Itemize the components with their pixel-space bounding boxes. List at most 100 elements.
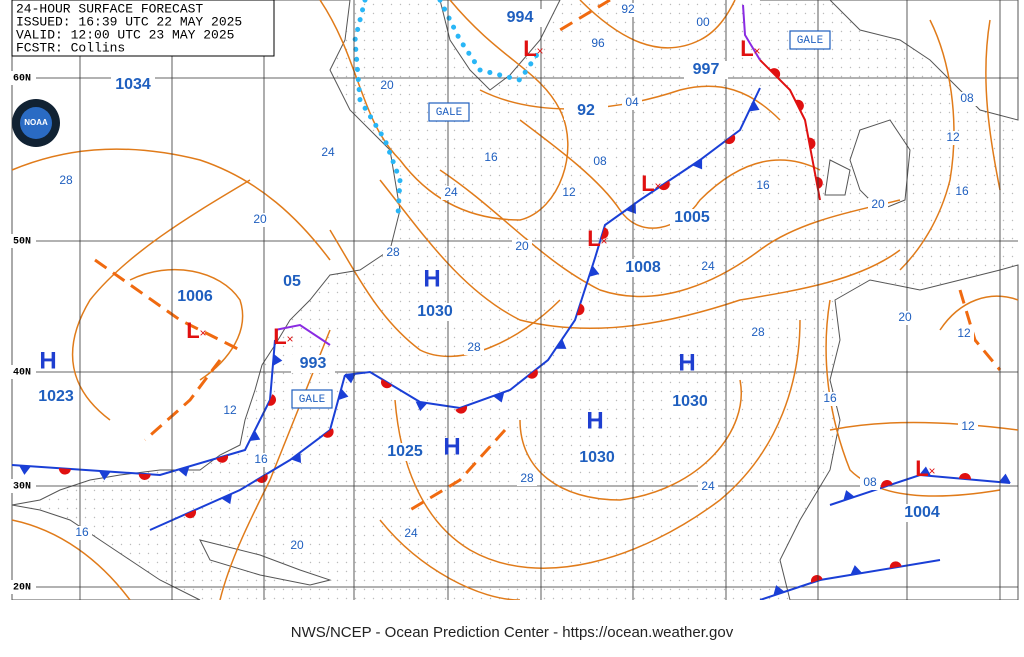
high-letter: H bbox=[423, 265, 440, 292]
pressure-bg bbox=[291, 355, 335, 373]
warm-symbol bbox=[815, 176, 823, 189]
isobar-label-bg bbox=[481, 151, 501, 165]
isobar-label-bg bbox=[401, 527, 421, 541]
pressure-bg bbox=[670, 209, 714, 227]
isobar-label: 08 bbox=[863, 475, 877, 489]
isobar-label: 16 bbox=[756, 178, 770, 192]
isobar-label-bg bbox=[590, 155, 610, 169]
cold-symbol bbox=[748, 100, 760, 112]
isobar-label: 16 bbox=[955, 184, 969, 198]
lat-label-box bbox=[8, 580, 36, 594]
low-letter: L bbox=[641, 171, 654, 196]
pressure-bg bbox=[621, 259, 665, 277]
isobar-label: 20 bbox=[290, 538, 304, 552]
front bbox=[149, 374, 346, 531]
pressure-bg bbox=[564, 102, 608, 120]
low-letter: L bbox=[740, 36, 753, 61]
pressure-bg bbox=[668, 393, 712, 411]
ice-edge bbox=[352, 0, 543, 218]
isobar-label: 24 bbox=[444, 185, 458, 199]
warm-symbol bbox=[769, 68, 781, 79]
cold-symbol bbox=[221, 493, 233, 505]
cold-symbol bbox=[249, 430, 261, 441]
warm-symbol bbox=[527, 368, 538, 379]
lat-label: 30N bbox=[13, 482, 31, 493]
isobar-label: 04 bbox=[625, 95, 639, 109]
pressure-value: 1030 bbox=[579, 449, 615, 466]
warm-symbol bbox=[880, 480, 893, 488]
pressure-bg bbox=[575, 449, 619, 467]
warm-symbol bbox=[600, 227, 609, 239]
footer: NWS/NCEP - Ocean Prediction Center - htt… bbox=[291, 624, 734, 641]
cold-symbol bbox=[19, 465, 32, 475]
isobar-label: 20 bbox=[380, 78, 394, 92]
header-line: VALID: 12:00 UTC 23 MAY 2025 bbox=[16, 27, 234, 42]
isobar-label-bg bbox=[943, 131, 963, 145]
logo-inner bbox=[20, 107, 52, 139]
pressure-value: 1008 bbox=[625, 259, 661, 276]
cold-symbol bbox=[588, 265, 600, 277]
isobar-label: 28 bbox=[59, 173, 73, 187]
isobar-label: 00 bbox=[696, 15, 710, 29]
coastlines bbox=[11, 0, 1019, 601]
lat-label: 60N bbox=[13, 74, 31, 85]
cold-symbol bbox=[415, 401, 428, 412]
isobar-label: 28 bbox=[467, 340, 481, 354]
isobar-label: 12 bbox=[223, 403, 237, 417]
isobar-label-bg bbox=[958, 420, 978, 434]
lat-label-box bbox=[8, 479, 36, 493]
pressure-bg bbox=[498, 9, 542, 27]
isobar-label: 12 bbox=[961, 419, 975, 433]
warm-symbol bbox=[658, 180, 670, 191]
pressure-bg bbox=[173, 288, 217, 306]
isobar-label: 12 bbox=[562, 185, 576, 199]
gale-label: GALE bbox=[797, 35, 824, 47]
isobar-label-bg bbox=[820, 392, 840, 406]
isobar-label: 24 bbox=[404, 526, 418, 540]
logo-text: NOAA bbox=[24, 118, 48, 127]
isobar-label-bg bbox=[377, 79, 397, 93]
cold-symbol bbox=[555, 338, 567, 349]
isobar-label-bg bbox=[72, 526, 92, 540]
cold-symbol bbox=[344, 373, 356, 384]
pressure-value: 1006 bbox=[177, 288, 213, 305]
warm-symbol bbox=[724, 134, 736, 145]
header-line: 24-HOUR SURFACE FORECAST bbox=[16, 1, 203, 16]
isobar-label: 16 bbox=[75, 525, 89, 539]
isobar-label: 16 bbox=[254, 452, 268, 466]
low-x: × bbox=[536, 44, 543, 58]
isobar-label-bg bbox=[220, 404, 240, 418]
isobars bbox=[11, 0, 1019, 601]
low-letter: L bbox=[523, 36, 536, 61]
isobar-label-bg bbox=[753, 179, 773, 193]
pressure-bg bbox=[900, 504, 944, 522]
isobar-label: 96 bbox=[591, 36, 605, 50]
isobar-label: 24 bbox=[701, 479, 715, 493]
warm-symbol bbox=[138, 473, 151, 480]
isobar-label-bg bbox=[952, 185, 972, 199]
header-line: FCSTR: Collins bbox=[16, 40, 125, 55]
isobar-label-bg bbox=[698, 260, 718, 274]
isobar-label-bg bbox=[860, 476, 880, 490]
low-x: × bbox=[753, 44, 760, 58]
warm-symbol bbox=[795, 99, 804, 112]
pressure-value: 1023 bbox=[38, 388, 74, 405]
pressure-value: 1034 bbox=[115, 76, 151, 93]
front bbox=[759, 559, 941, 601]
isobar-label-bg bbox=[251, 453, 271, 467]
isobar-label-bg bbox=[287, 539, 307, 553]
cold-symbol bbox=[919, 466, 932, 476]
gale-box bbox=[291, 389, 333, 409]
cold-symbol bbox=[493, 392, 505, 403]
cold-symbol bbox=[272, 353, 283, 366]
gale-box bbox=[428, 102, 470, 122]
isobar-label-bg bbox=[957, 92, 977, 106]
isobar-label: 24 bbox=[701, 259, 715, 273]
warm-symbol bbox=[267, 394, 277, 406]
low-letter: L bbox=[587, 226, 600, 251]
isobar-label-bg bbox=[693, 16, 713, 30]
isobar-label: 16 bbox=[823, 391, 837, 405]
high-letter: H bbox=[678, 349, 695, 376]
cold-symbol bbox=[290, 452, 302, 463]
lat-label: 50N bbox=[13, 237, 31, 248]
